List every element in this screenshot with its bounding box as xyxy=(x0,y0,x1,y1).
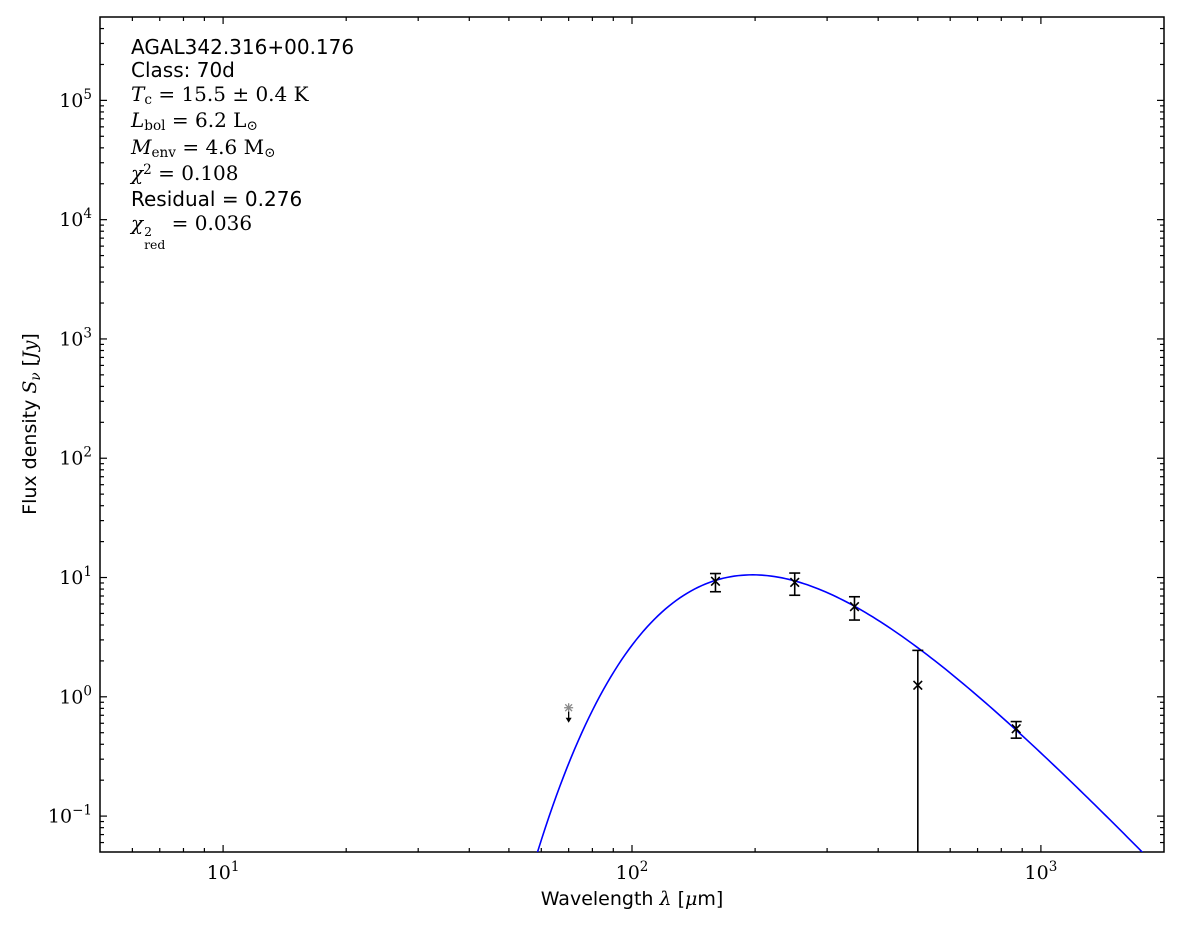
axis-ticks xyxy=(100,17,1164,852)
svg-text:100: 100 xyxy=(59,683,92,708)
x-tick-labels: 101 102 103 xyxy=(207,859,1058,884)
sup-sub-stack: 2 red xyxy=(144,224,166,252)
fit-parameters-annotation: AGAL342.316+00.176 Class: 70d Tc = 15.5 ± … xyxy=(131,35,355,252)
dust-temperature: Tc = 15.5 ± 0.4 K xyxy=(131,81,309,109)
data-point-250um xyxy=(789,572,801,597)
svg-text:103: 103 xyxy=(59,325,92,350)
chi-squared: χ2 = 0.108 xyxy=(131,161,239,186)
svg-text:103: 103 xyxy=(1025,859,1058,884)
residual: Residual = 0.276 xyxy=(131,187,303,212)
svg-text:105: 105 xyxy=(59,87,92,112)
data-point-500um xyxy=(912,649,924,852)
svg-text:10−1: 10−1 xyxy=(48,803,92,828)
bolometric-luminosity: Lbol = 6.2 L⊙ xyxy=(131,108,258,135)
y-axis-label: Flux density Sν [Jy] xyxy=(19,333,44,515)
greybody-fit-curve xyxy=(536,574,1144,852)
data-points xyxy=(709,572,1022,852)
envelope-mass: Menv = 4.6 M⊙ xyxy=(131,134,276,161)
svg-text:101: 101 xyxy=(207,859,240,884)
down-arrow-icon xyxy=(565,711,572,723)
upper-limit-marker-icon xyxy=(564,703,574,713)
svg-text:101: 101 xyxy=(59,564,92,589)
chi-squared-reduced: χ 2 red = 0.036 xyxy=(131,210,253,252)
source-name: AGAL342.316+00.176 xyxy=(131,35,355,59)
data-point-160um xyxy=(709,572,721,593)
svg-text:104: 104 xyxy=(59,206,92,231)
data-point-350um xyxy=(848,595,860,621)
x-axis-label: Wavelength λ [μm] xyxy=(541,888,724,910)
data-point-870um xyxy=(1010,720,1022,739)
svg-text:102: 102 xyxy=(616,859,649,884)
svg-text:102: 102 xyxy=(59,445,92,470)
class-label: Class: 70d xyxy=(131,58,235,83)
upper-limit-70um xyxy=(564,703,574,723)
y-tick-labels: 10−1 100 101 102 103 104 105 xyxy=(48,87,92,828)
